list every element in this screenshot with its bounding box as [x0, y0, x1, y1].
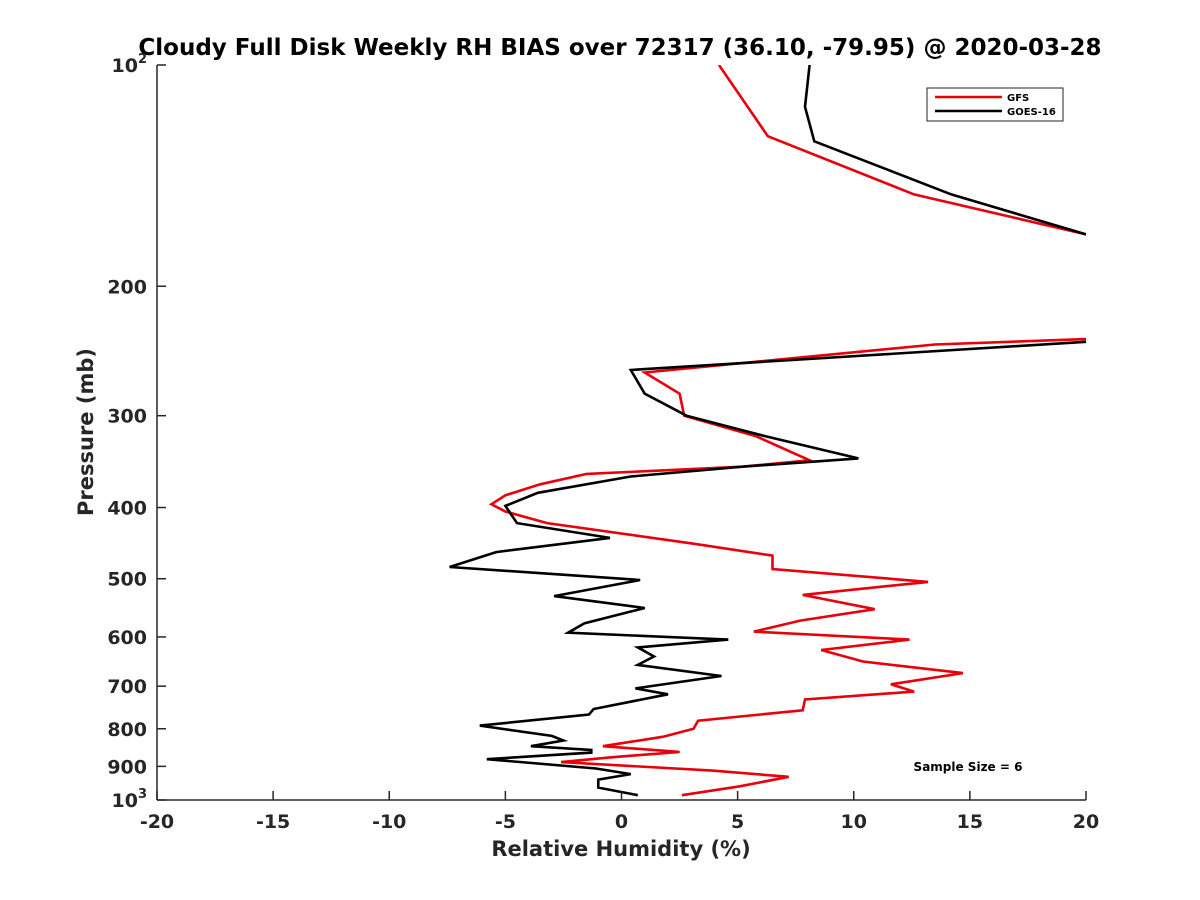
- chart-title: Cloudy Full Disk Weekly RH BIAS over 723…: [138, 35, 1101, 61]
- x-tick-label: -10: [372, 811, 406, 833]
- y-tick-label-base: 10: [112, 55, 138, 77]
- y-tick-label-base: 400: [107, 498, 147, 520]
- y-tick-label-base: 800: [107, 719, 147, 741]
- y-tick-label-base: 700: [107, 676, 147, 698]
- series-layer: [449, 65, 1086, 797]
- sample-size-annotation: Sample Size = 6: [914, 760, 1023, 774]
- y-tick-label: 102: [112, 52, 148, 77]
- y-tick-label: 600: [107, 627, 147, 649]
- legend-label-goes16: GOES-16: [1007, 107, 1056, 118]
- y-tick-label: 800: [107, 719, 147, 741]
- legend-label-gfs: GFS: [1007, 93, 1029, 104]
- x-tick-label: -15: [256, 811, 290, 833]
- y-tick-label-base: 500: [107, 569, 147, 591]
- legend: GFS GOES-16: [926, 87, 1064, 122]
- y-tick-label: 700: [107, 676, 147, 698]
- x-tick-label: -20: [140, 811, 174, 833]
- x-tick-label: 10: [841, 811, 867, 833]
- y-tick-label-base: 300: [107, 406, 147, 428]
- y-axis-label: Pressure (mb): [74, 348, 98, 516]
- x-tick-label: -5: [495, 811, 516, 833]
- y-tick-label-exponent: 3: [138, 787, 147, 802]
- x-tick-label: 0: [615, 811, 628, 833]
- series-line-gfs: [488, 65, 1086, 797]
- y-tick-label: 300: [107, 406, 147, 428]
- series-line-goes16: [449, 65, 1086, 797]
- y-tick-label: 900: [107, 756, 147, 778]
- x-tick-label: 5: [731, 811, 744, 833]
- plot-frame: [157, 65, 1086, 800]
- y-tick-label: 500: [107, 569, 147, 591]
- y-tick-label: 200: [107, 276, 147, 298]
- y-tick-label-base: 200: [107, 276, 147, 298]
- legend-box: [926, 87, 1064, 122]
- y-tick-label: 400: [107, 498, 147, 520]
- x-tick-label: 15: [957, 811, 983, 833]
- x-axis-ticks: -20 -15 -10 -5 0 5 10 15 20: [140, 791, 1099, 833]
- y-tick-label-base: 900: [107, 756, 147, 778]
- y-tick-label: 103: [112, 787, 148, 812]
- y-tick-label-exponent: 2: [138, 52, 147, 67]
- x-tick-label: 20: [1073, 811, 1099, 833]
- x-axis-label: Relative Humidity (%): [491, 837, 750, 861]
- y-tick-label-base: 10: [112, 790, 138, 812]
- y-tick-label-base: 600: [107, 627, 147, 649]
